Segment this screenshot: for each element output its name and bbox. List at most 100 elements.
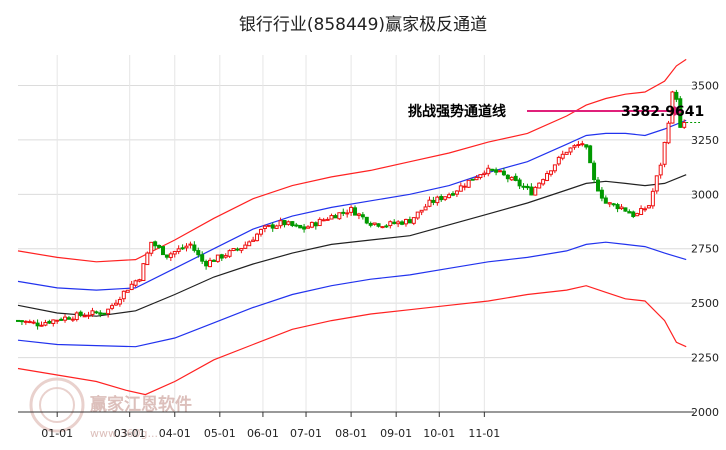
candle-body [113, 302, 118, 306]
y-tick-label: 3000 [691, 188, 719, 201]
upper-red-band [17, 58, 687, 263]
candle-body [106, 308, 111, 315]
candle-body [74, 312, 79, 321]
candle-body [372, 222, 377, 225]
candle-body [117, 299, 122, 305]
candle-body [486, 167, 491, 175]
candle-body [607, 202, 612, 205]
watermark-logo-inner [39, 387, 75, 423]
annotation-label: 挑战强势通道线 [408, 103, 506, 120]
candle-body [615, 204, 620, 210]
candle-body [384, 225, 389, 228]
candle-body [541, 179, 546, 185]
annotation: 挑战强势通道线 3382.9641 [408, 103, 704, 123]
candle-body [588, 145, 593, 164]
candle-body [141, 263, 146, 281]
candle-body [317, 218, 322, 227]
candle-body [682, 121, 687, 128]
candle-body [450, 193, 455, 196]
candle-body [388, 221, 393, 227]
candle-body [121, 290, 126, 300]
candle-body [110, 305, 115, 309]
axes: 01-01 03-01 04-01 05-01 06-01 07-01 08-01 09-01… [18, 79, 719, 440]
candle-body [78, 311, 83, 316]
candle-body [537, 182, 542, 189]
candle-body [145, 252, 150, 266]
candle-body [662, 141, 667, 165]
candle-body [431, 199, 436, 203]
candle-body [51, 319, 56, 324]
candle-body [548, 170, 553, 175]
candle-body [392, 221, 397, 225]
candle-body [356, 213, 361, 216]
candle-body [400, 221, 405, 225]
channel-bands [17, 58, 687, 396]
candle-body [196, 250, 201, 256]
candle-body [556, 156, 561, 165]
candle-body [282, 220, 287, 226]
x-tick-label: 10-01 [423, 427, 455, 440]
y-tick-label: 2000 [691, 406, 719, 419]
candle-body [94, 311, 99, 314]
candle-body [47, 320, 52, 324]
candle-body [211, 259, 216, 262]
candle-body [298, 224, 303, 229]
candle-body [380, 226, 385, 229]
candle-body [82, 315, 87, 318]
candle-body [251, 239, 256, 242]
candle-body [521, 185, 526, 188]
candle-body [658, 164, 663, 176]
candle-body [35, 322, 40, 327]
candle-body [552, 164, 557, 172]
candle-body [670, 91, 675, 124]
candle-body [325, 218, 330, 221]
candle-body [215, 254, 220, 262]
candle-body [294, 224, 299, 227]
candle-body [447, 194, 452, 199]
candle-body [643, 208, 648, 211]
candle-body [454, 190, 459, 195]
candle-body [419, 209, 424, 213]
candle-body [266, 224, 271, 227]
candle-body [23, 320, 28, 323]
candle-body [255, 233, 260, 242]
candlesticks [16, 89, 687, 330]
candle-body [63, 316, 68, 321]
candle-body [627, 211, 632, 214]
candle-body [31, 321, 36, 324]
candle-body [580, 143, 585, 146]
candle-body [258, 228, 263, 235]
candle-body [223, 255, 228, 258]
candle-body [27, 321, 32, 324]
candle-body [611, 203, 616, 206]
candle-body [619, 206, 624, 210]
y-tick-label: 2500 [691, 297, 719, 310]
candle-body [403, 218, 408, 225]
candle-body [513, 175, 518, 181]
x-tick-label: 09-01 [380, 427, 412, 440]
candle-body [86, 314, 91, 317]
candle-body [439, 196, 444, 201]
candle-body [568, 147, 573, 153]
candle-body [309, 221, 314, 228]
candle-body [302, 226, 307, 230]
candle-body [153, 241, 158, 247]
candle-body [247, 241, 252, 247]
candle-body [364, 216, 369, 224]
candle-body [235, 248, 240, 251]
candle-body [599, 189, 604, 199]
candle-body [305, 226, 310, 229]
candle-body [595, 179, 600, 192]
candle-body [478, 174, 483, 179]
candle-body [564, 151, 569, 155]
candle-body [482, 172, 487, 175]
candle-body [313, 222, 318, 227]
candle-body [650, 190, 655, 207]
candle-body [533, 186, 538, 196]
candle-body [529, 186, 534, 196]
candle-body [666, 122, 671, 144]
candle-body [39, 324, 44, 327]
candle-body [603, 197, 608, 204]
candle-body [176, 248, 181, 252]
candle-body [157, 244, 162, 248]
